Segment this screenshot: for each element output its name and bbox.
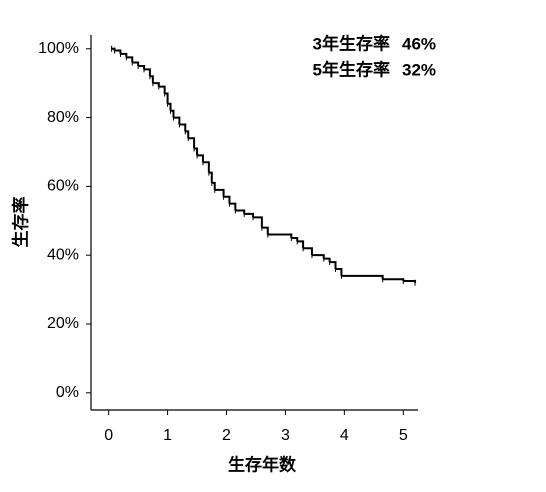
- survival-step: [208, 171, 213, 183]
- survival-step: [152, 82, 160, 87]
- survival-step: [138, 64, 146, 70]
- survival-step: [197, 154, 204, 163]
- survival-step: [235, 209, 246, 214]
- survival-step: [173, 116, 181, 125]
- survival-step: [382, 278, 405, 281]
- x-tick-label: 2: [222, 427, 231, 444]
- x-tick-label: 3: [281, 427, 290, 444]
- x-axis-label: 生存年数: [228, 454, 297, 474]
- survival-step: [303, 247, 313, 256]
- survival-step: [120, 52, 128, 58]
- survival-step: [253, 216, 263, 228]
- survival-step: [214, 188, 225, 197]
- survival-step: [202, 161, 210, 173]
- survival-step: [144, 68, 151, 77]
- survival-step: [188, 137, 196, 149]
- annotation-label: 5年生存率: [313, 59, 390, 79]
- survival-step: [335, 267, 343, 276]
- survival-step: [126, 56, 134, 63]
- survival-step: [291, 236, 299, 242]
- survival-step: [132, 61, 140, 66]
- survival-step: [223, 195, 231, 204]
- y-tick-label: 40%: [47, 246, 79, 263]
- survival-step: [323, 257, 331, 263]
- y-axis-label: 生存率: [10, 197, 30, 248]
- y-tick-label: 0%: [56, 384, 79, 401]
- survival-step: [164, 92, 169, 104]
- survival-step: [114, 49, 122, 54]
- survival-step: [329, 261, 337, 269]
- survival-step: [179, 123, 187, 132]
- y-tick-label: 60%: [47, 178, 79, 195]
- annotation-value: 46%: [402, 34, 436, 53]
- survival-step: [158, 85, 166, 94]
- x-tick-label: 5: [399, 427, 408, 444]
- survival-step: [297, 240, 305, 249]
- annotation-value: 32%: [402, 60, 436, 79]
- x-tick-label: 4: [340, 427, 349, 444]
- x-tick-label: 1: [163, 427, 172, 444]
- survival-step: [341, 274, 384, 280]
- annotation-label: 3年生存率: [313, 33, 390, 53]
- x-tick-label: 0: [104, 427, 113, 444]
- survival-step: [244, 212, 255, 218]
- y-tick-label: 100%: [38, 40, 79, 57]
- y-tick-label: 20%: [47, 315, 79, 332]
- survival-step: [267, 233, 293, 238]
- survival-step: [403, 279, 417, 283]
- survival-step: [229, 202, 237, 211]
- y-tick-label: 80%: [47, 109, 79, 126]
- survival-step: [311, 254, 325, 259]
- survival-step: [261, 226, 269, 235]
